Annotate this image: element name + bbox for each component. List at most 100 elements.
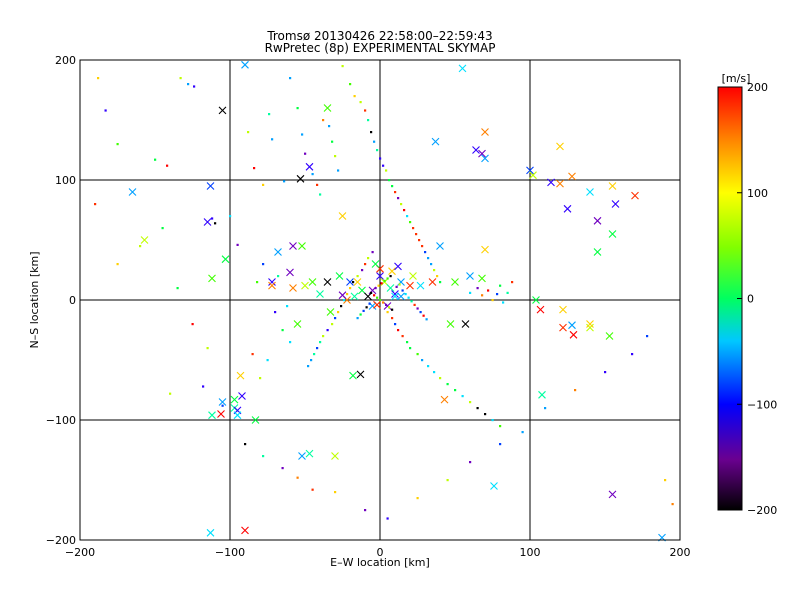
data-point-dot xyxy=(277,275,280,278)
data-point-x-marker xyxy=(478,149,486,158)
y-tick-label: 100 xyxy=(55,174,76,187)
data-point-dot xyxy=(266,359,269,362)
data-point-dot xyxy=(289,341,292,344)
data-point-x-marker xyxy=(556,142,564,151)
data-point-dot xyxy=(398,283,401,286)
data-point-x-marker xyxy=(233,411,242,420)
data-point-dot xyxy=(262,263,265,266)
data-point-dot xyxy=(116,263,119,266)
data-point-x-marker xyxy=(289,242,297,250)
data-point-x-marker xyxy=(538,390,546,399)
data-point-dot xyxy=(544,407,547,410)
data-point-x-marker xyxy=(458,64,467,73)
data-point-dot xyxy=(446,479,449,482)
data-point-dot xyxy=(380,282,383,285)
scatter-points xyxy=(94,60,674,542)
data-point-x-marker xyxy=(466,272,474,280)
data-point-dot xyxy=(349,83,352,86)
y-tick-label: 0 xyxy=(69,294,76,307)
data-point-dot xyxy=(421,359,424,362)
data-point-dot xyxy=(356,317,359,320)
data-point-dot xyxy=(469,461,472,464)
data-point-x-marker xyxy=(559,323,567,332)
data-point-dot xyxy=(496,293,499,296)
data-point-x-marker xyxy=(206,182,215,190)
data-point-dot xyxy=(388,306,391,309)
data-point-dot xyxy=(341,65,344,68)
data-point-x-marker xyxy=(406,281,414,290)
data-point-dot xyxy=(349,287,352,290)
data-point-x-marker xyxy=(338,212,347,220)
x-tick-label: 100 xyxy=(520,546,541,559)
data-point-dot xyxy=(409,347,412,350)
data-point-dot xyxy=(397,329,400,332)
data-point-x-marker xyxy=(274,248,282,256)
data-point-dot xyxy=(268,113,271,116)
data-point-dot xyxy=(377,284,380,287)
data-point-x-marker xyxy=(593,248,602,256)
data-point-dot xyxy=(334,491,337,494)
colorbar-label: [m/s] xyxy=(722,72,751,85)
data-point-x-marker xyxy=(391,292,399,301)
data-point-x-marker xyxy=(608,490,617,499)
data-point-dot xyxy=(362,309,365,312)
y-tick-labels: −200 −100 0 100 200 xyxy=(46,54,85,547)
data-point-x-marker xyxy=(563,204,572,213)
data-point-x-marker xyxy=(140,236,149,244)
data-point-dot xyxy=(346,293,349,296)
data-point-x-marker xyxy=(631,191,639,200)
data-point-x-marker xyxy=(353,278,362,286)
data-point-x-marker xyxy=(440,395,449,404)
data-point-dot xyxy=(364,263,367,266)
data-point-dot xyxy=(394,191,397,194)
colorbar-tick-label: 200 xyxy=(747,81,768,94)
data-point-x-marker xyxy=(394,262,402,271)
data-point-dot xyxy=(382,164,385,167)
x-tick-labels: −200 −100 0 100 200 xyxy=(65,535,691,559)
data-point-x-marker xyxy=(481,154,489,163)
data-point-x-marker xyxy=(298,452,306,460)
data-point-dot xyxy=(319,341,322,344)
data-point-dot xyxy=(356,275,359,278)
data-point-dot xyxy=(296,107,299,110)
data-point-x-marker xyxy=(490,482,498,490)
data-point-x-marker xyxy=(532,296,540,304)
data-point-x-marker xyxy=(128,188,137,196)
data-point-dot xyxy=(386,277,389,280)
data-point-dot xyxy=(388,179,391,182)
data-point-dot xyxy=(310,359,313,362)
data-point-x-marker xyxy=(481,128,489,136)
data-point-dot xyxy=(289,77,292,80)
data-point-x-marker xyxy=(241,526,249,535)
data-point-dot xyxy=(391,185,394,188)
data-point-dot xyxy=(352,281,355,284)
data-point-dot xyxy=(331,323,334,326)
data-point-x-marker xyxy=(586,323,594,332)
colorbar-tick-label: 100 xyxy=(747,187,768,200)
data-point-dot xyxy=(476,407,479,410)
data-point-dot xyxy=(487,289,490,292)
data-point-x-marker xyxy=(586,188,594,196)
data-point-dot xyxy=(386,517,389,520)
data-point-dot xyxy=(313,353,316,356)
y-tick-label: −100 xyxy=(46,414,76,427)
data-point-dot xyxy=(322,119,325,122)
data-point-dot xyxy=(395,285,398,288)
data-point-x-marker xyxy=(208,274,216,283)
data-point-x-marker xyxy=(436,242,444,250)
data-point-dot xyxy=(286,305,289,308)
data-point-x-marker xyxy=(611,200,620,208)
data-point-dot xyxy=(461,395,464,398)
data-point-x-marker xyxy=(446,320,455,328)
data-point-x-marker xyxy=(586,320,594,328)
data-point-x-marker xyxy=(386,284,395,292)
data-point-dot xyxy=(139,245,142,248)
data-point-x-marker xyxy=(526,166,534,175)
data-point-x-marker xyxy=(206,528,215,537)
data-point-dot xyxy=(404,293,407,296)
data-point-dot xyxy=(413,303,416,306)
data-point-dot xyxy=(385,169,388,172)
data-point-dot xyxy=(379,299,382,302)
data-point-x-marker xyxy=(536,305,545,314)
data-point-dot xyxy=(343,299,346,302)
